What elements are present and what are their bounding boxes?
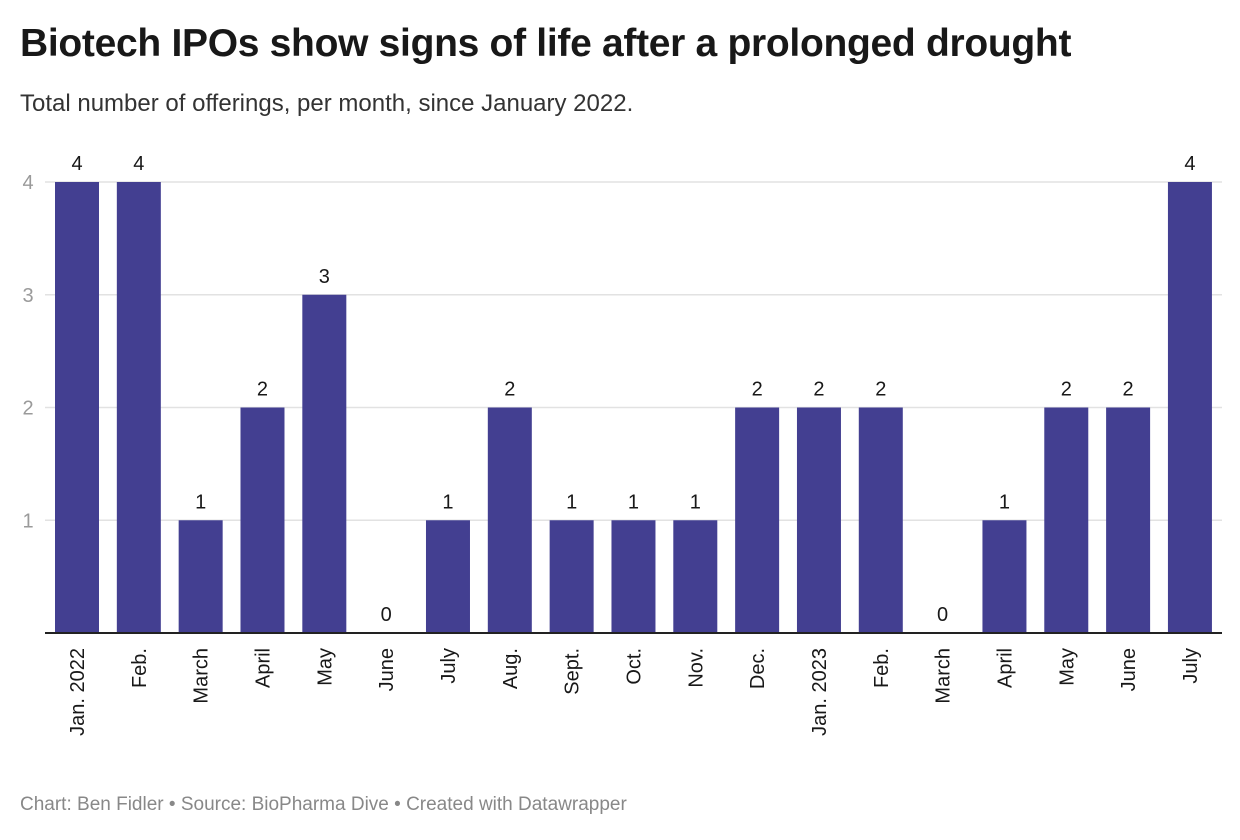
bar xyxy=(178,520,223,633)
x-tick-label: July xyxy=(1180,648,1202,684)
data-label: 2 xyxy=(813,379,824,401)
x-tick-label: Aug. xyxy=(500,648,522,689)
data-label: 1 xyxy=(195,491,206,513)
data-label: 1 xyxy=(566,491,577,513)
data-label: 3 xyxy=(319,266,330,288)
bar xyxy=(1106,407,1151,633)
x-tick-label: Dec. xyxy=(747,648,769,689)
bar xyxy=(425,520,470,633)
bar xyxy=(549,520,594,633)
x-tick-label: March xyxy=(933,648,955,704)
bar xyxy=(55,182,99,633)
x-tick-label: April xyxy=(994,648,1016,688)
chart-footer: Chart: Ben Fidler • Source: BioPharma Di… xyxy=(20,794,627,815)
data-label: 4 xyxy=(71,153,82,175)
x-tick-label: Jan. 2023 xyxy=(809,648,831,736)
data-label: 2 xyxy=(875,379,886,401)
data-label: 2 xyxy=(257,379,268,401)
bar xyxy=(982,520,1027,633)
x-tick-label: May xyxy=(314,648,336,686)
data-label: 2 xyxy=(504,379,515,401)
x-tick-label: Nov. xyxy=(685,648,707,688)
data-label: 4 xyxy=(1184,153,1195,175)
data-label: 0 xyxy=(381,604,392,626)
bar xyxy=(858,407,903,633)
data-label: 1 xyxy=(442,491,453,513)
x-tick-label: Feb. xyxy=(129,648,151,688)
bar xyxy=(796,407,841,633)
data-label: 4 xyxy=(133,153,144,175)
x-tick-label: July xyxy=(438,648,460,684)
x-tick-label: May xyxy=(1056,648,1078,686)
bar xyxy=(611,520,656,633)
data-label: 1 xyxy=(628,491,639,513)
data-label: 1 xyxy=(999,491,1010,513)
data-label: 0 xyxy=(937,604,948,626)
bar xyxy=(240,407,285,633)
x-tick-label: April xyxy=(252,648,274,688)
x-tick-label: Sept. xyxy=(562,648,584,695)
chart-subtitle: Total number of offerings, per month, si… xyxy=(20,90,634,117)
bar xyxy=(735,407,780,633)
bar xyxy=(487,407,532,633)
data-label: 1 xyxy=(690,491,701,513)
y-tick-label: 3 xyxy=(22,285,33,307)
y-tick-label: 4 xyxy=(22,172,33,194)
y-tick-label: 2 xyxy=(22,398,33,420)
y-tick-label: 1 xyxy=(22,510,33,532)
bar-chart: 1 2 3 4 4 Jan. 2022 4 Feb. 1 March 2 April 3 May 0 June… xyxy=(22,153,1222,736)
bar xyxy=(673,520,718,633)
x-tick-label: June xyxy=(376,648,398,691)
x-tick-label: Feb. xyxy=(871,648,893,688)
data-label: 2 xyxy=(752,379,763,401)
data-label: 2 xyxy=(1061,379,1072,401)
x-tick-label: June xyxy=(1118,648,1140,691)
x-tick-label: Jan. 2022 xyxy=(67,648,89,736)
bar xyxy=(302,294,347,633)
bar xyxy=(1044,407,1089,633)
data-label: 2 xyxy=(1123,379,1134,401)
x-tick-label: March xyxy=(191,648,213,704)
bar xyxy=(116,182,161,633)
bar xyxy=(1167,182,1212,633)
x-tick-label: Oct. xyxy=(623,648,645,685)
chart-title: Biotech IPOs show signs of life after a … xyxy=(20,22,1072,65)
